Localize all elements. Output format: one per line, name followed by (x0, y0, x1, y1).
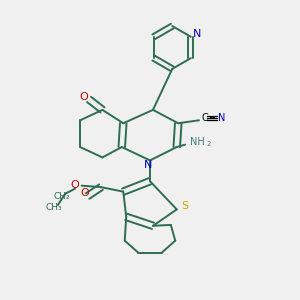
Text: S: S (182, 202, 189, 212)
Text: CH₂: CH₂ (53, 192, 70, 201)
Text: N: N (193, 29, 202, 39)
Text: C: C (201, 113, 208, 123)
Text: O: O (71, 180, 80, 190)
Text: NH: NH (190, 137, 204, 147)
Text: O: O (81, 188, 90, 197)
Text: N: N (218, 113, 225, 123)
Text: N: N (144, 160, 153, 170)
Text: O: O (79, 92, 88, 102)
Text: 2: 2 (206, 141, 210, 147)
Text: CH₃: CH₃ (46, 203, 63, 212)
